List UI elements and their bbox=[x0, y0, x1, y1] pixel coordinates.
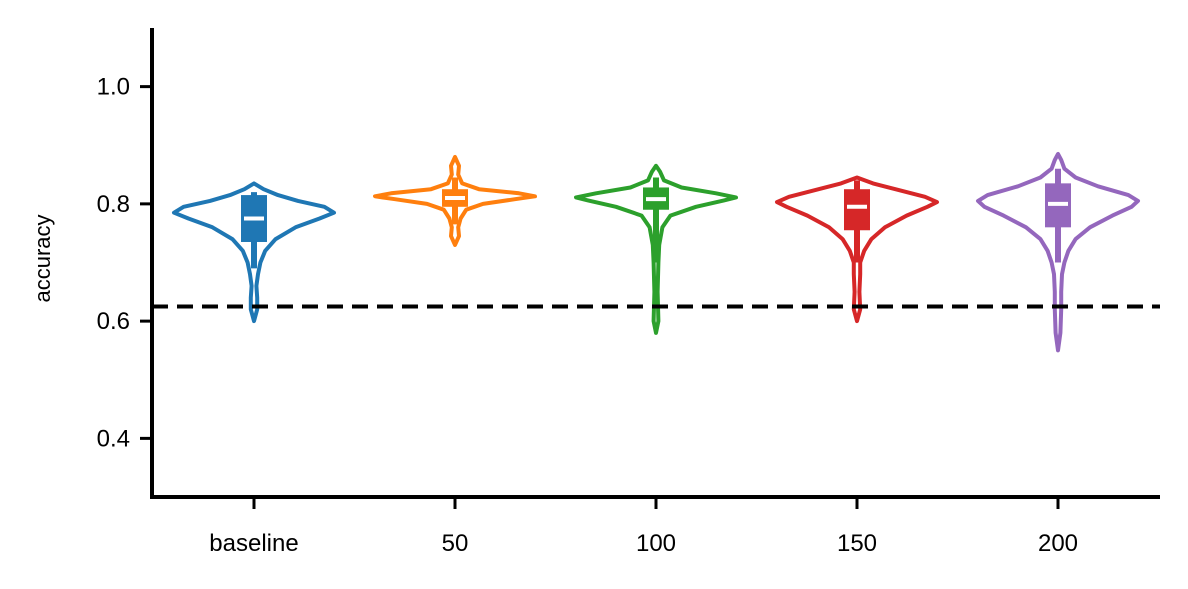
y-tick-label: 0.8 bbox=[97, 191, 130, 218]
x-tick-label: 200 bbox=[1038, 530, 1078, 557]
axes: 0.4 0.6 0.8 1.0 baseline 50 100 150 200 bbox=[97, 28, 1160, 557]
violin-baseline bbox=[172, 181, 336, 324]
violin-150 bbox=[775, 175, 939, 324]
x-tick-label: 100 bbox=[636, 530, 676, 557]
x-tick-label: 50 bbox=[442, 530, 469, 557]
y-tick-label: 1.0 bbox=[97, 74, 130, 101]
violin-200 bbox=[976, 152, 1140, 353]
y-tick-label: 0.6 bbox=[97, 308, 130, 335]
violin-50 bbox=[373, 155, 537, 247]
y-axis-label: accuracy bbox=[30, 214, 55, 302]
violin-100 bbox=[574, 163, 738, 335]
x-tick-label: baseline bbox=[209, 530, 298, 557]
y-tick-label: 0.4 bbox=[97, 425, 130, 452]
iqr-box bbox=[844, 189, 870, 231]
x-tick-label: 150 bbox=[837, 530, 877, 557]
violins bbox=[172, 152, 1140, 353]
